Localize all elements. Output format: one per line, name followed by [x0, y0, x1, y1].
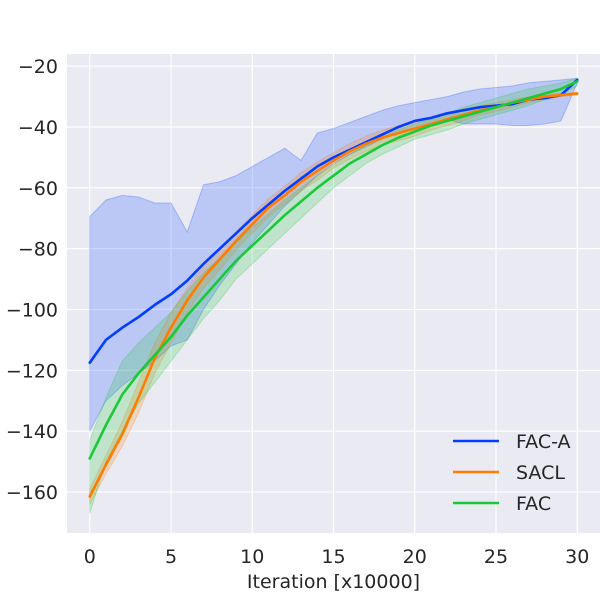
x-tick-label: 30: [565, 546, 589, 568]
y-tick-label: −160: [6, 482, 58, 504]
y-tick-label: −60: [18, 178, 58, 200]
series-lines: [88, 78, 579, 498]
y-axis-ticks: −160 −140 −120 −100 −80 −60 −40 −20: [6, 56, 58, 504]
fac-legend-label: FAC: [516, 493, 551, 515]
x-tick-label: 10: [240, 546, 264, 568]
fac-band: [89, 77, 578, 514]
x-tick-label: 25: [484, 546, 508, 568]
y-tick-label: −120: [6, 360, 58, 382]
y-tick-label: −20: [18, 56, 58, 78]
x-axis-title: Iteration [x10000]: [247, 571, 420, 593]
sacl-legend-label: SACL: [516, 462, 565, 484]
x-axis-ticks: 0 5 10 15 20 25 30: [84, 546, 590, 568]
legend: FAC-A SACL FAC: [453, 431, 571, 515]
sacl-band: [89, 91, 578, 505]
confidence-bands: [89, 77, 578, 514]
y-tick-label: −100: [6, 299, 58, 321]
x-tick-label: 0: [84, 546, 96, 568]
x-tick-label: 20: [403, 546, 427, 568]
x-tick-label: 5: [165, 546, 177, 568]
grid-lines: [67, 54, 600, 533]
fac-a-legend-label: FAC-A: [516, 431, 571, 453]
fac-line: [88, 80, 579, 460]
y-tick-label: −40: [18, 117, 58, 139]
y-tick-label: −140: [6, 421, 58, 443]
y-tick-label: −80: [18, 239, 58, 261]
x-tick-label: 15: [321, 546, 345, 568]
fac-a-line: [88, 78, 579, 364]
